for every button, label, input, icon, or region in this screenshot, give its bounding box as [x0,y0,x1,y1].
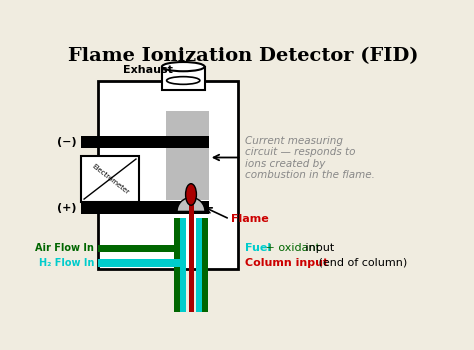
Ellipse shape [162,62,205,71]
Text: Column input: Column input [245,258,328,268]
Bar [98,245,174,252]
Bar [81,136,209,148]
Text: Air Flow In: Air Flow In [35,243,94,253]
Text: combustion in the flame.: combustion in the flame. [245,170,375,180]
Bar [162,66,205,90]
Bar [196,218,202,312]
Bar [202,218,208,312]
Ellipse shape [167,77,200,84]
Text: Fuel: Fuel [245,243,272,253]
Text: circuit — responds to: circuit — responds to [245,147,356,157]
Text: + oxidant: + oxidant [262,243,319,253]
Text: input: input [302,243,334,253]
Text: Current measuring: Current measuring [245,135,343,146]
Text: Flame: Flame [231,214,269,224]
Text: (+): (+) [57,203,76,212]
Text: H₂ Flow In: H₂ Flow In [39,258,94,268]
Ellipse shape [186,184,196,205]
Text: ions created by: ions created by [245,159,326,169]
Bar [98,259,180,267]
Bar [166,111,209,200]
Bar [174,218,180,312]
Text: Flame Ionization Detector (FID): Flame Ionization Detector (FID) [68,47,418,65]
Bar [81,201,209,214]
Bar [189,195,194,319]
Text: Electrometer: Electrometer [91,163,129,195]
Text: Exhaust: Exhaust [123,65,173,76]
Bar [189,308,194,312]
Bar [180,218,186,312]
Bar [98,80,237,269]
Wedge shape [177,197,205,211]
Text: (−): (−) [57,137,76,147]
Bar [81,156,139,202]
Text: (end of column): (end of column) [315,258,407,268]
